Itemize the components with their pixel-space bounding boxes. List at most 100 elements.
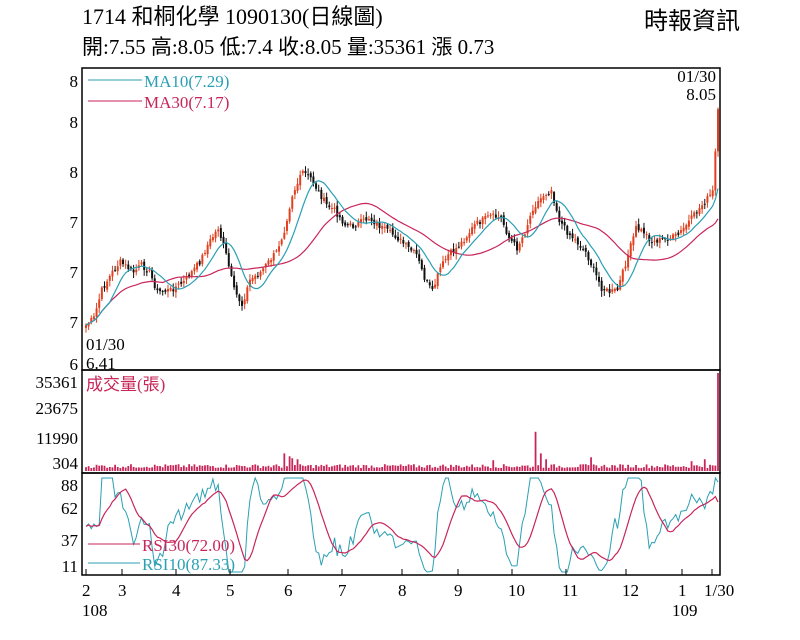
- volume-bar: [238, 465, 241, 471]
- volume-bar: [410, 465, 413, 471]
- candle-body: [270, 260, 273, 263]
- volume-bar: [148, 467, 151, 471]
- volume-bar: [481, 464, 484, 471]
- volume-bar: [312, 467, 315, 471]
- candle-body: [555, 203, 558, 211]
- candle-body: [677, 232, 680, 235]
- volume-bar: [571, 467, 574, 471]
- candle-body: [190, 271, 193, 277]
- candle-body: [378, 222, 381, 228]
- volume-bar: [212, 466, 214, 471]
- volume-bar: [201, 465, 204, 471]
- volume-bar: [457, 465, 460, 471]
- candle-body: [132, 269, 135, 273]
- volume-bar: [476, 466, 479, 471]
- candle-body: [251, 277, 254, 282]
- volume-bar: [460, 467, 463, 471]
- low-annotation-date: 01/30: [86, 335, 125, 354]
- candle-body: [90, 318, 93, 323]
- volume-bar: [621, 464, 624, 471]
- candle-body: [254, 275, 257, 280]
- ma30-line: [85, 202, 719, 326]
- quote-line: 開:7.55 高:8.05 低:7.4 收:8.05 量:35361 漲 0.7…: [82, 35, 495, 59]
- candle-body: [291, 196, 294, 209]
- candle-body: [516, 241, 519, 251]
- volume-bar: [465, 465, 468, 471]
- price-tick-label: 7: [70, 313, 79, 332]
- candle-body: [616, 287, 619, 291]
- volume-bar: [344, 464, 347, 471]
- volume-bar: [368, 467, 370, 471]
- candle-body: [283, 232, 286, 239]
- candle-body: [209, 239, 212, 247]
- candle-body: [241, 300, 244, 306]
- candle-body: [434, 284, 437, 288]
- volume-bar: [635, 465, 637, 471]
- candle-body: [198, 261, 201, 265]
- candle-body: [230, 265, 233, 276]
- candle-body: [225, 242, 228, 254]
- candle-body: [539, 198, 542, 203]
- volume-bar: [193, 464, 196, 471]
- candle-body: [188, 274, 191, 277]
- candle-body: [656, 239, 659, 243]
- volume-bar: [375, 467, 378, 471]
- candle-body: [106, 281, 109, 290]
- candle-body: [122, 259, 125, 264]
- candle-body: [185, 276, 188, 280]
- candle-body: [169, 288, 172, 291]
- candle-body: [246, 287, 249, 302]
- candle-body: [513, 239, 516, 243]
- candle-body: [301, 170, 304, 173]
- volume-bar: [521, 465, 524, 471]
- volume-bar: [317, 466, 320, 471]
- volume-bar: [182, 465, 185, 471]
- candle-body: [92, 316, 95, 319]
- volume-bar: [357, 465, 360, 471]
- volume-bar: [325, 464, 328, 471]
- x-month-label: 5: [226, 581, 235, 600]
- volume-bar: [603, 464, 606, 471]
- candle-body: [502, 215, 505, 225]
- candle-body: [674, 233, 677, 236]
- volume-bar: [436, 467, 439, 471]
- volume-tick-label: 11990: [36, 429, 78, 448]
- candle-body: [389, 229, 392, 231]
- candle-body: [560, 220, 563, 224]
- volume-bar: [685, 466, 688, 471]
- candle-body: [338, 215, 341, 218]
- candle-body: [635, 226, 638, 237]
- candle-body: [304, 170, 307, 174]
- candle-body: [325, 197, 328, 205]
- candle-body: [431, 285, 434, 290]
- volume-bar: [362, 464, 365, 471]
- candle-body: [518, 243, 521, 251]
- volume-bar: [249, 467, 251, 471]
- volume-bar: [360, 467, 362, 471]
- volume-bar: [394, 465, 397, 471]
- volume-bar: [479, 467, 481, 471]
- candle-body: [153, 278, 156, 289]
- volume-bar: [656, 466, 659, 471]
- volume-bar: [418, 465, 421, 471]
- candle-body: [367, 219, 370, 221]
- candle-body: [344, 222, 347, 226]
- volume-bar: [278, 466, 280, 471]
- candle-body: [444, 259, 447, 261]
- volume-bar: [426, 465, 429, 471]
- candle-body: [312, 176, 315, 184]
- candle-body: [460, 241, 463, 247]
- rsi-panel-frame: [81, 472, 721, 576]
- price-tick-label: 7: [70, 213, 79, 232]
- volume-bar: [455, 465, 458, 471]
- candle-body: [545, 195, 548, 197]
- volume-bar: [500, 467, 503, 471]
- candle-body: [328, 205, 331, 208]
- candle-body: [320, 189, 323, 200]
- candle-body: [336, 205, 339, 217]
- x-month-label: 9: [454, 581, 463, 600]
- candle-body: [375, 222, 378, 226]
- volume-bar: [688, 467, 690, 471]
- volume-bar: [701, 467, 704, 471]
- volume-bar: [90, 468, 93, 471]
